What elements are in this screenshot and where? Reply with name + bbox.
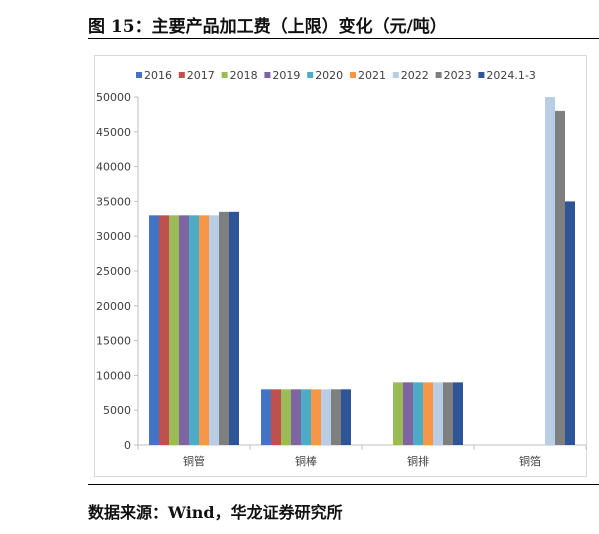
legend-label: 2020 (315, 69, 343, 82)
bar-2023-2 (443, 382, 453, 445)
legend-label: 2022 (401, 69, 429, 82)
legend-label: 2016 (144, 69, 172, 82)
y-tick-label: 15000 (96, 335, 131, 348)
x-tick-label: 铜管 (183, 454, 205, 468)
bar-2022-3 (545, 97, 555, 445)
y-axis: 0 5000 10000 15000 20000 25000 30000 35000 40000… (96, 91, 139, 452)
legend-swatch (350, 72, 356, 78)
legend-label: 2021 (358, 69, 386, 82)
bar-2016-0 (149, 215, 159, 445)
bar-2022-1 (321, 389, 331, 445)
y-tick-label: 30000 (96, 230, 131, 243)
bar-2024-1-3-3 (565, 201, 575, 445)
bar-2021-0 (199, 215, 209, 445)
x-tick-label: 铜棒 (295, 454, 317, 468)
legend-swatch (307, 72, 314, 78)
bar-2022-2 (433, 382, 443, 445)
bar-2020-0 (189, 215, 199, 445)
bar-2021-2 (423, 382, 433, 445)
bar-2024-1-3-0 (229, 211, 239, 445)
bars (149, 97, 575, 446)
x-axis: 铜管 铜棒 铜排 铜箔 (137, 444, 587, 468)
legend-swatch (435, 72, 442, 78)
bar-2017-0 (159, 215, 169, 445)
bar-2021-1 (311, 389, 321, 445)
figure-title: 图 15：主要产品加工费（上限）变化（元/吨） (88, 17, 447, 37)
y-tick-label: 10000 (96, 369, 131, 382)
legend-swatch (264, 72, 271, 78)
bar-2024-1-3-1 (341, 389, 351, 445)
bar-2017-1 (271, 389, 281, 445)
legend-label: 2017 (187, 69, 215, 82)
y-tick-label: 5000 (103, 404, 131, 417)
y-tick-label: 45000 (96, 126, 131, 139)
legend-swatch (136, 72, 142, 78)
bar-2019-1 (291, 389, 301, 445)
bar-2019-2 (403, 382, 413, 445)
x-tick-label: 铜箔 (519, 454, 541, 468)
bar-2023-1 (331, 389, 341, 445)
x-tick-label: 铜排 (407, 454, 429, 468)
y-tick-label: 20000 (96, 300, 131, 313)
legend-swatch (221, 72, 228, 78)
bar-2018-0 (169, 215, 179, 445)
legend-swatch (392, 72, 399, 78)
top-rule (88, 38, 599, 39)
bar-2023-0 (219, 211, 229, 445)
bar-2018-2 (393, 382, 403, 445)
legend-label: 2023 (444, 69, 472, 82)
legend-label: 2019 (272, 69, 300, 82)
legend-label: 2024.1-3 (486, 69, 535, 82)
bar-2016-1 (261, 389, 271, 445)
bar-2020-1 (301, 389, 311, 445)
legend-swatch (178, 72, 185, 78)
legend: 2016 2017 2018 2019 2020 2021 2022 2023 2024.1-3 (136, 69, 536, 82)
bar-2018-1 (281, 389, 291, 445)
y-tick-label: 35000 (96, 195, 131, 208)
bar-2019-0 (179, 215, 189, 445)
y-tick-label: 0 (124, 439, 131, 452)
bar-2024-1-3-2 (453, 382, 463, 445)
bar-2020-2 (413, 382, 423, 445)
chart-frame (94, 55, 587, 477)
y-tick-label: 25000 (96, 265, 131, 278)
legend-swatch (478, 72, 485, 78)
y-tick-label: 50000 (96, 91, 131, 104)
source-note: 数据来源：Wind，华龙证券研究所 (88, 503, 343, 522)
y-tick-label: 40000 (96, 161, 131, 174)
bar-2023-3 (555, 110, 565, 446)
bottom-rule (88, 484, 599, 485)
bar-2022-0 (209, 215, 219, 445)
legend-label: 2018 (230, 69, 258, 82)
